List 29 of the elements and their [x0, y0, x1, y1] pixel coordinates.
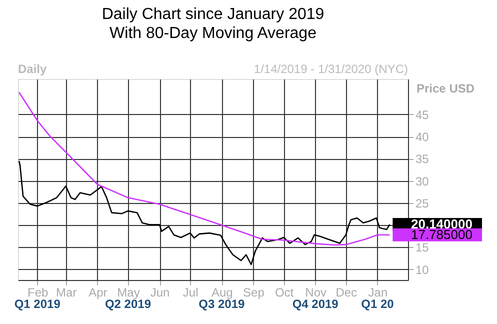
x-tick-label: Feb [28, 286, 49, 300]
y-tick-label: 40 [416, 130, 430, 144]
y-tick-label: 30 [416, 174, 430, 188]
x-tick-label: Sep [243, 286, 265, 300]
text: Daily [18, 62, 48, 76]
text: Q4 2019 [292, 297, 339, 311]
line-series [18, 92, 390, 246]
x-tick-label: May [117, 286, 140, 300]
text: 1/14/2019 - 1/31/2020 (NYC) [254, 62, 408, 76]
x-tick-label: Mar [56, 286, 77, 300]
y-axis-title: Price USD [416, 82, 475, 96]
x-tick-label: Jul [182, 286, 198, 300]
x-tick-label: Jun [150, 286, 170, 300]
y-tick-label: 10 [416, 262, 430, 277]
y-tick-label: 45 [416, 108, 430, 122]
x-tick-label: Oct [274, 286, 294, 300]
x-tick-label: Dec [336, 286, 358, 300]
x-tick-label: Nov [305, 286, 327, 300]
y-tick-label: 25 [416, 196, 430, 210]
chart-subtitle: With 80-Day Moving Average [110, 25, 317, 42]
line-series [18, 160, 390, 266]
y-tick-label: 35 [416, 152, 430, 166]
y-tick-label: 15 [416, 240, 430, 255]
x-tick-label: Apr [88, 286, 108, 300]
x-tick-label: Jan [368, 286, 388, 300]
text: Q1 20 [361, 297, 394, 311]
x-tick-label: Aug [211, 286, 233, 300]
text: Q1 2019 [14, 297, 61, 311]
chart-title: Daily Chart since January 2019 [102, 6, 324, 23]
